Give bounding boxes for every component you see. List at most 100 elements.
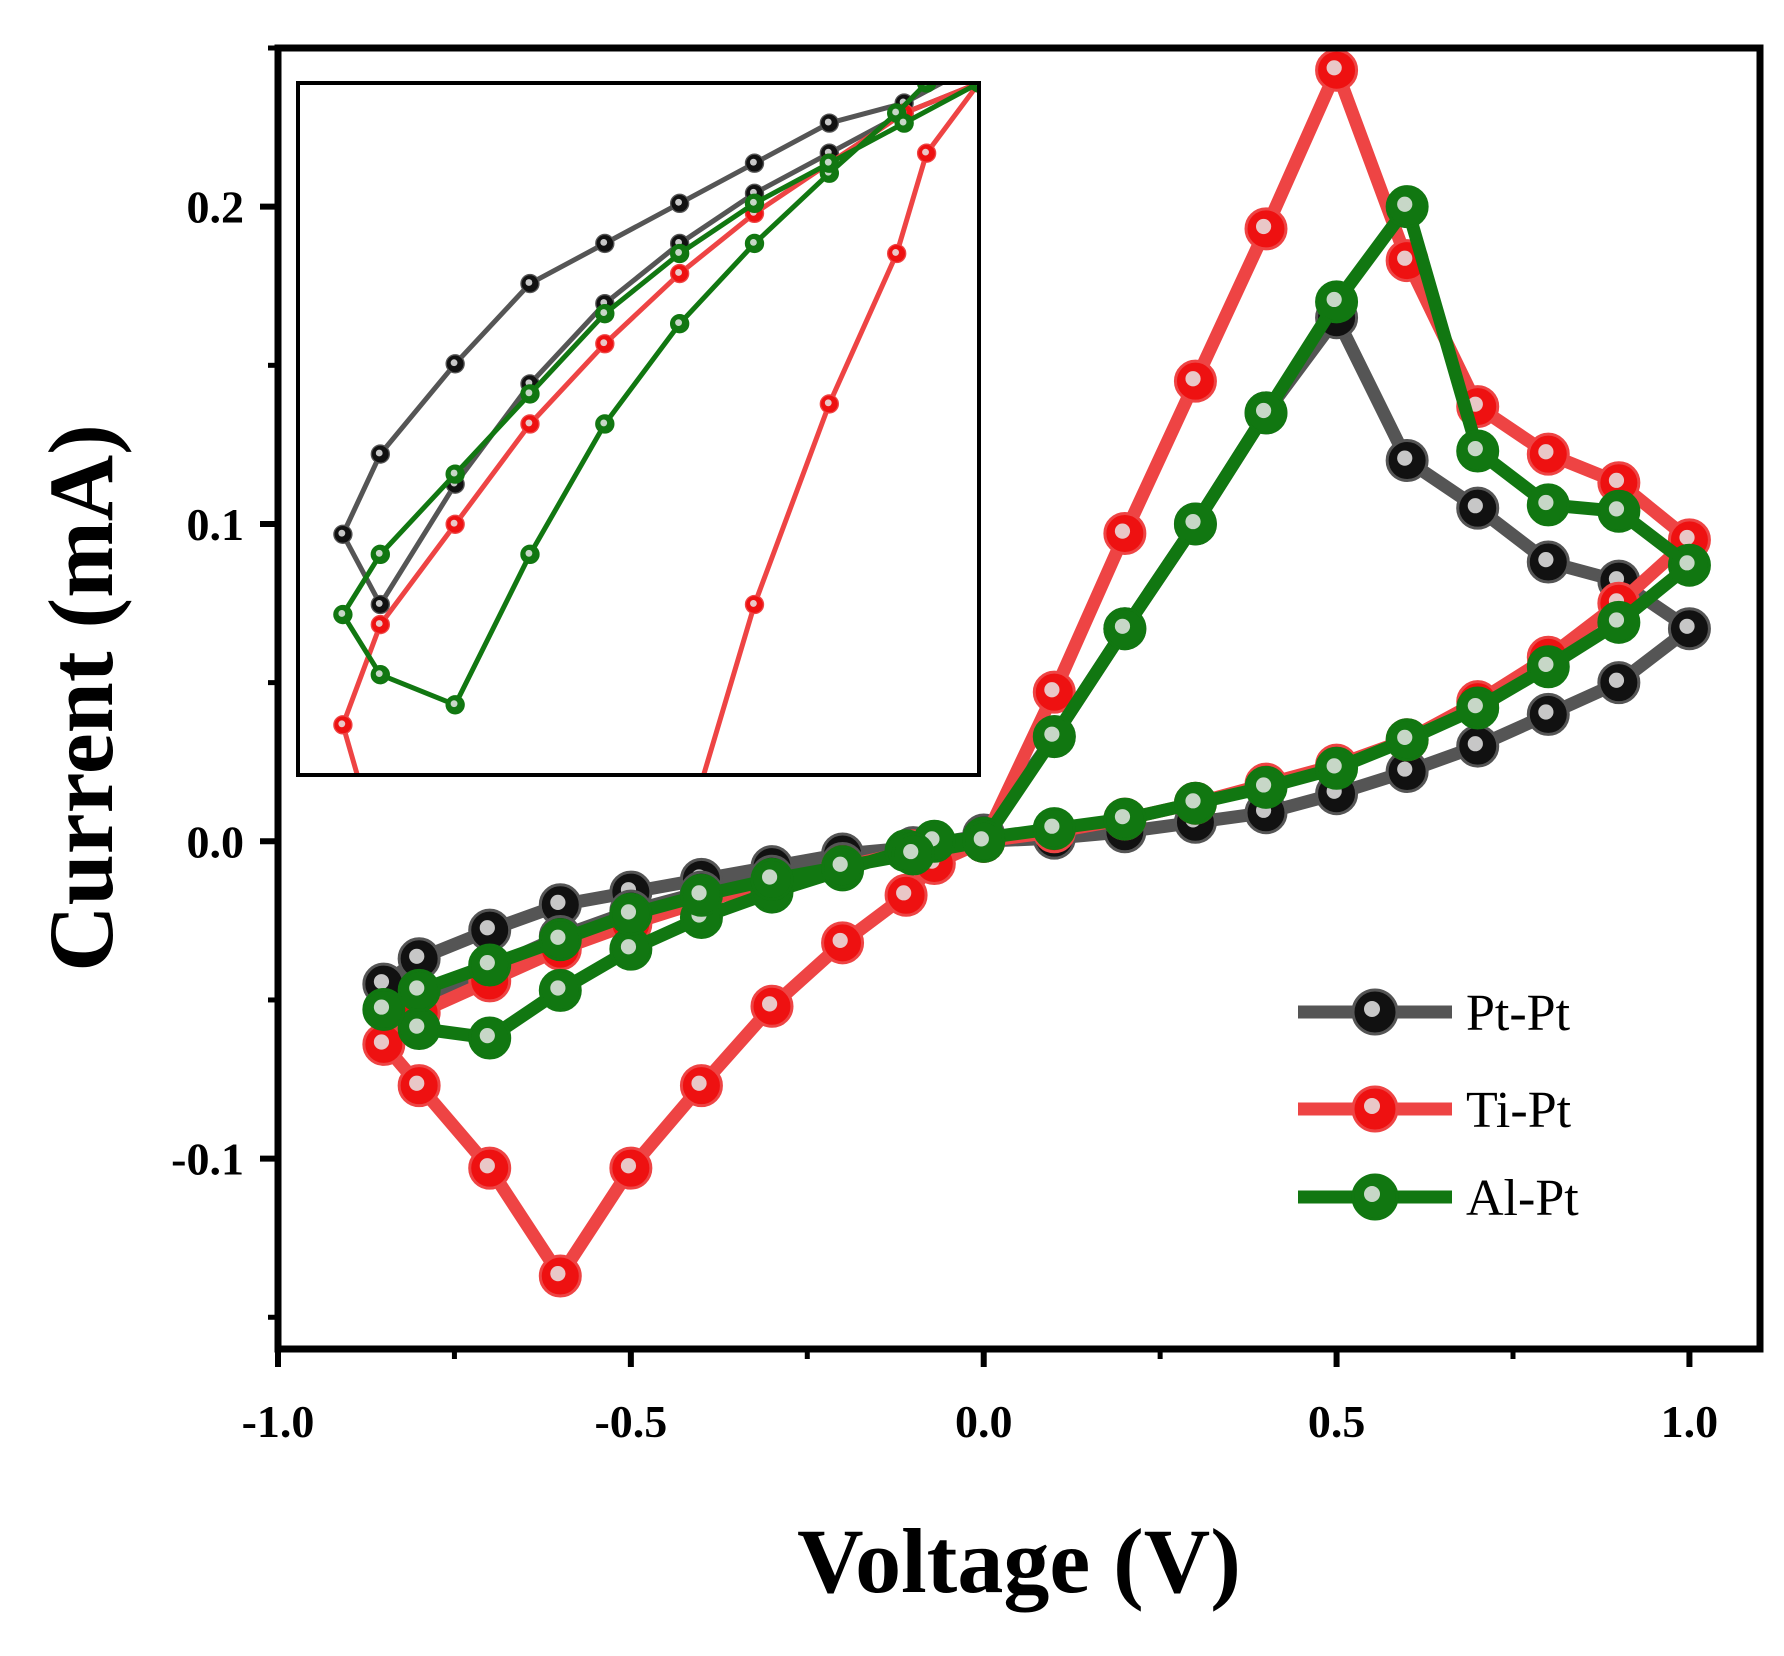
data-point-highlight xyxy=(675,851,682,858)
y-axis-title: Current (mA) xyxy=(30,424,132,972)
data-point-highlight xyxy=(1538,494,1554,511)
data-point-highlight xyxy=(691,885,707,901)
data-point-highlight xyxy=(1397,729,1413,745)
data-point-highlight xyxy=(620,1158,637,1174)
inset-series-layer xyxy=(333,4,1213,864)
data-point-highlight xyxy=(1256,777,1272,793)
data-point-highlight xyxy=(1326,60,1342,76)
y-tick-label: -0.1 xyxy=(171,1134,244,1185)
data-point-highlight xyxy=(1044,682,1060,698)
data-point-highlight xyxy=(479,955,495,971)
data-point-highlight xyxy=(675,269,682,276)
data-point xyxy=(1045,64,1063,82)
main-series-layer xyxy=(362,48,1711,1298)
data-point-highlight xyxy=(1467,440,1483,457)
data-point-highlight xyxy=(749,238,757,246)
series-ti-pt xyxy=(333,4,1138,864)
legend-marker-highlight xyxy=(1364,1186,1380,1202)
data-point-highlight xyxy=(409,1075,425,1091)
data-point-highlight xyxy=(1538,444,1554,460)
data-point-highlight xyxy=(1538,704,1554,720)
data-point-highlight xyxy=(762,996,778,1012)
series-al-pt xyxy=(362,185,1711,1060)
data-point-highlight xyxy=(1044,726,1060,742)
data-point-highlight xyxy=(620,939,637,955)
data-point-highlight xyxy=(1326,291,1342,308)
data-point-highlight xyxy=(600,339,608,347)
data-point-highlight xyxy=(1538,552,1554,568)
data-point-highlight xyxy=(338,720,346,728)
data-point-highlight xyxy=(450,700,458,708)
data-point-highlight xyxy=(1124,8,1131,15)
data-point-highlight xyxy=(1608,672,1625,688)
data-point xyxy=(1195,14,1213,32)
x-tick-label: 1.0 xyxy=(1661,1396,1719,1447)
data-point-highlight xyxy=(376,851,383,858)
data-point-highlight xyxy=(975,58,982,65)
y-tick-label: 0.2 xyxy=(187,182,245,233)
data-point xyxy=(1120,4,1138,22)
data-point-highlight xyxy=(375,600,383,607)
x-tick-label: 0.0 xyxy=(955,1396,1013,1447)
data-point-highlight xyxy=(1397,761,1413,777)
legend-marker-highlight xyxy=(1364,1001,1380,1017)
data-point xyxy=(371,846,389,864)
legend-label: Al-Pt xyxy=(1466,1170,1579,1227)
data-point-highlight xyxy=(525,389,533,397)
data-point-highlight xyxy=(1397,196,1413,212)
data-point-highlight xyxy=(1049,68,1056,75)
data-point-highlight xyxy=(1044,818,1060,834)
series-al-pt xyxy=(333,4,1138,715)
series-line xyxy=(340,83,979,708)
data-point-highlight xyxy=(450,469,458,477)
data-point-highlight xyxy=(550,929,566,945)
data-point-highlight xyxy=(1679,555,1695,571)
data-point-highlight xyxy=(1256,218,1272,235)
data-point-highlight xyxy=(338,529,346,537)
data-point-highlight xyxy=(338,610,346,617)
data-point-highlight xyxy=(1114,618,1131,634)
data-point-highlight xyxy=(1124,8,1131,15)
data-point-highlight xyxy=(762,869,778,885)
data-point-highlight xyxy=(1679,529,1695,546)
data-point-highlight xyxy=(1049,38,1056,45)
data-point-highlight xyxy=(973,831,989,847)
data-point-highlight xyxy=(1256,402,1272,419)
legend-marker-highlight xyxy=(1364,1098,1380,1114)
data-point-highlight xyxy=(409,1018,425,1034)
data-point-highlight xyxy=(1185,371,1201,387)
inset-background xyxy=(298,83,979,775)
data-point-highlight xyxy=(1199,18,1206,25)
data-point-highlight xyxy=(1185,513,1201,530)
data-point-highlight xyxy=(832,856,848,872)
data-point xyxy=(916,83,937,93)
data-point-highlight xyxy=(899,118,907,126)
data-point-highlight xyxy=(550,1266,566,1282)
data-point-highlight xyxy=(409,980,425,996)
data-point xyxy=(969,83,979,93)
data-point-highlight xyxy=(600,309,608,317)
data-point xyxy=(970,54,988,72)
data-point-highlight xyxy=(600,419,608,427)
data-point-highlight xyxy=(1397,450,1413,466)
data-point-highlight xyxy=(675,319,682,327)
data-point-highlight xyxy=(892,108,900,116)
data-point-highlight xyxy=(375,620,383,627)
data-point-highlight xyxy=(375,670,383,678)
data-point-highlight xyxy=(525,279,533,286)
data-point-highlight xyxy=(749,600,757,607)
data-point-highlight xyxy=(450,359,458,367)
data-point-highlight xyxy=(903,843,919,860)
data-point xyxy=(1120,4,1138,22)
data-point-highlight xyxy=(375,449,383,457)
data-point-highlight xyxy=(1397,250,1413,266)
series-line xyxy=(377,200,1696,1045)
data-point-highlight xyxy=(479,1158,495,1174)
data-point-highlight xyxy=(600,238,608,246)
data-point-highlight xyxy=(832,932,848,949)
data-point xyxy=(671,846,689,864)
data-point-highlight xyxy=(824,158,832,166)
data-point-highlight xyxy=(749,158,757,166)
x-tick-label: 0.5 xyxy=(1308,1396,1366,1447)
series-line xyxy=(340,83,979,775)
